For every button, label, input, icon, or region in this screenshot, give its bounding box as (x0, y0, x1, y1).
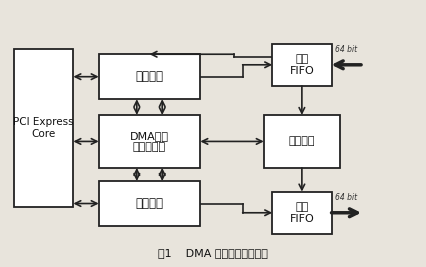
Text: 发送引擎: 发送引擎 (135, 70, 164, 83)
Bar (99, 115, 200, 168)
Bar (272, 192, 331, 234)
Bar (99, 54, 200, 99)
Text: 下行
FIFO: 下行 FIFO (290, 202, 314, 223)
Text: 接收引擎: 接收引擎 (135, 197, 164, 210)
Bar (272, 44, 331, 86)
Text: PCI Express
Core: PCI Express Core (13, 117, 74, 139)
Text: DMA控制
状态寄存器: DMA控制 状态寄存器 (130, 131, 169, 152)
Text: 中断控制: 中断控制 (289, 136, 315, 146)
Bar (99, 181, 200, 226)
Bar (14, 49, 73, 207)
Text: 64 bit: 64 bit (335, 193, 357, 202)
Bar (264, 115, 340, 168)
Text: 64 bit: 64 bit (335, 45, 357, 54)
Text: 图1    DMA 控制逻辑设计框图: 图1 DMA 控制逻辑设计框图 (158, 248, 268, 258)
Text: 上行
FIFO: 上行 FIFO (290, 54, 314, 76)
